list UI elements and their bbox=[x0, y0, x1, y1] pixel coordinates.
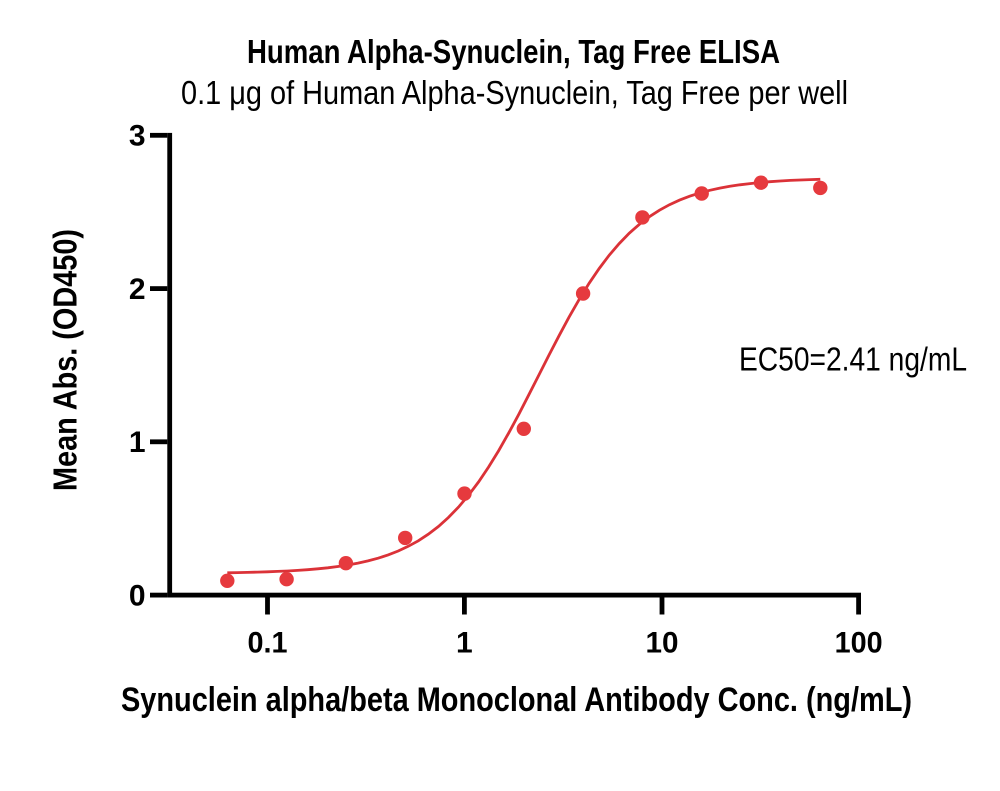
svg-text:0.1: 0.1 bbox=[248, 627, 288, 660]
svg-text:0.1 μg of Human Alpha-Synuclei: 0.1 μg of Human Alpha-Synuclein, Tag Fre… bbox=[181, 74, 848, 111]
svg-text:Human Alpha-Synuclein, Tag Fre: Human Alpha-Synuclein, Tag Free ELISA bbox=[247, 33, 780, 70]
svg-text:Mean Abs. (OD450): Mean Abs. (OD450) bbox=[47, 229, 84, 491]
svg-text:1: 1 bbox=[129, 426, 146, 459]
svg-text:2: 2 bbox=[129, 273, 146, 306]
svg-text:100: 100 bbox=[835, 627, 883, 660]
svg-text:3: 3 bbox=[129, 120, 146, 153]
svg-text:Synuclein alpha/beta Monoclona: Synuclein alpha/beta Monoclonal Antibody… bbox=[121, 681, 912, 719]
svg-text:EC50=2.41 ng/mL: EC50=2.41 ng/mL bbox=[739, 341, 967, 378]
svg-text:0: 0 bbox=[129, 579, 146, 612]
svg-text:10: 10 bbox=[646, 627, 679, 660]
svg-text:1: 1 bbox=[456, 627, 473, 660]
